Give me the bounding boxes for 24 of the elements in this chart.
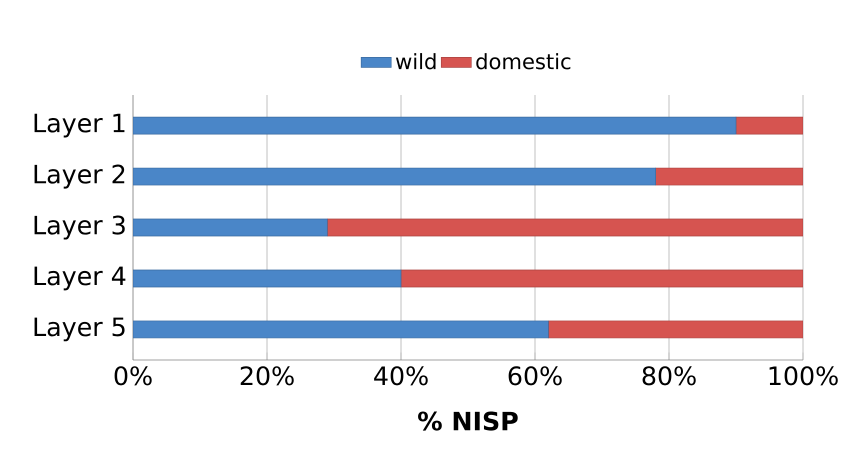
bar	[133, 270, 402, 288]
legend-label: wild	[396, 53, 436, 70]
x-tick-label: 80%	[642, 366, 696, 386]
bar	[133, 168, 656, 186]
y-tick-label: Layer 5	[34, 318, 125, 342]
x-tick-label: 60%	[508, 366, 562, 386]
bar	[326, 218, 804, 236]
y-tick-label: Layer 3	[34, 216, 125, 240]
bar	[736, 116, 804, 134]
x-axis-title: % NISP	[418, 411, 518, 431]
x-tick-label: 100%	[770, 366, 838, 386]
y-tick-label: Layer 4	[34, 266, 126, 290]
y-tick-label: Layer 2	[34, 164, 124, 189]
x-tick-label: 0%	[114, 366, 152, 386]
bar	[655, 168, 804, 186]
bar	[133, 320, 549, 338]
y-tick-label: Layer 1	[34, 114, 124, 138]
legend-label: domestic	[476, 53, 570, 70]
bar	[400, 270, 804, 288]
x-tick-label: 40%	[374, 366, 428, 386]
bar	[548, 320, 804, 338]
bar	[133, 218, 328, 236]
bar	[133, 116, 736, 134]
x-tick-label: 20%	[240, 366, 294, 386]
